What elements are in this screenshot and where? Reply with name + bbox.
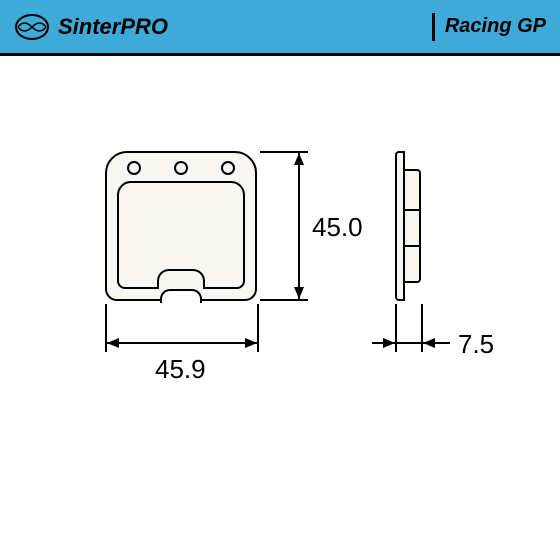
pad-outer-notch: [160, 289, 202, 303]
brake-pad-side-view: [395, 151, 421, 301]
brake-pad-front-view: [105, 151, 257, 301]
series-name: Racing GP: [445, 15, 546, 38]
header-right: Racing GP: [432, 13, 546, 41]
side-groove-icon: [405, 245, 421, 247]
dim-extension: [395, 304, 397, 352]
dim-arrow-icon: [383, 338, 395, 348]
dim-line-width: [107, 342, 257, 344]
dim-width-label: 45.9: [155, 354, 206, 385]
dim-height-label: 45.0: [312, 212, 363, 243]
dim-arrow-icon: [107, 338, 119, 348]
side-groove-icon: [405, 209, 421, 211]
pad-inner-notch: [157, 269, 205, 289]
divider-icon: [432, 13, 435, 41]
header-left: SinterPRO: [14, 13, 168, 41]
dim-extension: [260, 299, 308, 301]
mounting-hole-icon: [221, 161, 235, 175]
dim-arrow-icon: [294, 153, 304, 165]
side-friction: [405, 169, 421, 283]
side-backing: [395, 151, 405, 301]
brand-logo-icon: [14, 13, 50, 41]
dim-extension: [257, 304, 259, 352]
dim-arrow-icon: [294, 287, 304, 299]
header-bar: SinterPRO Racing GP: [0, 0, 560, 56]
mounting-hole-icon: [174, 161, 188, 175]
dim-thickness-label: 7.5: [458, 329, 494, 360]
brand-name: SinterPRO: [58, 14, 168, 40]
dim-arrow-icon: [245, 338, 257, 348]
dim-arrow-icon: [423, 338, 435, 348]
technical-diagram: 45.9 45.0 7.5: [0, 56, 560, 560]
pad-friction-surface: [117, 181, 245, 289]
mounting-hole-icon: [127, 161, 141, 175]
dim-line-height: [298, 153, 300, 299]
